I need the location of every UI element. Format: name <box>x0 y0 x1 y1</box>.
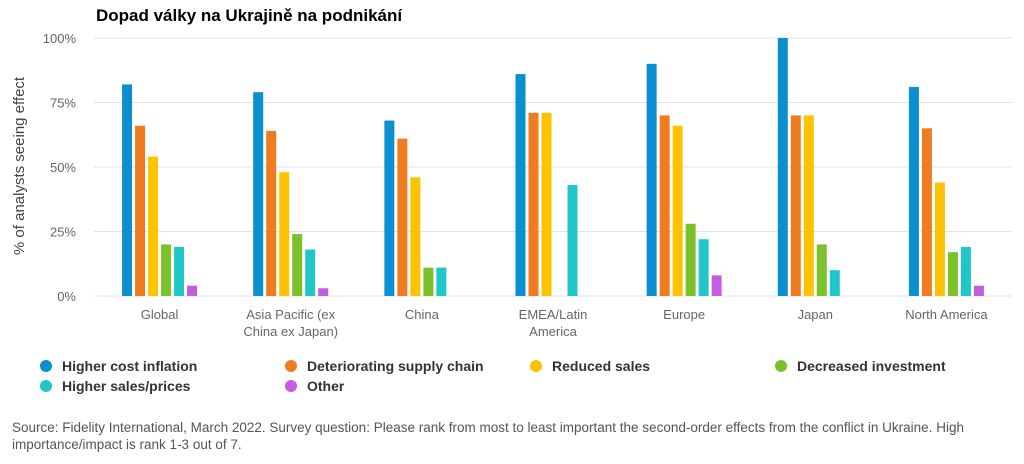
legend-label: Reduced sales <box>552 358 651 374</box>
legend-item: Deteriorating supply chain <box>285 358 484 374</box>
legend-swatch <box>775 360 787 372</box>
bar <box>659 115 670 297</box>
bar <box>161 244 172 296</box>
x-category-label: Japan <box>798 307 833 322</box>
bar <box>305 249 316 296</box>
bar <box>397 138 408 296</box>
x-category-label: Global <box>141 307 179 322</box>
bar <box>436 267 447 296</box>
bar <box>790 115 801 297</box>
bar <box>384 120 395 296</box>
bar <box>423 267 434 296</box>
legend-item: Reduced sales <box>530 358 650 374</box>
bar <box>279 172 290 296</box>
legend-label: Higher sales/prices <box>62 378 191 394</box>
chart-title: Dopad války na Ukrajině na podnikání <box>96 6 403 25</box>
bar <box>829 270 840 296</box>
bar <box>777 38 788 296</box>
bar <box>934 182 945 296</box>
bar <box>947 252 958 296</box>
bar <box>292 234 303 296</box>
y-tick-label: 25% <box>50 225 76 240</box>
legend-swatch <box>285 360 297 372</box>
bar <box>515 74 526 297</box>
x-category-label: North America <box>905 307 988 322</box>
bar <box>541 112 552 296</box>
legend-item: Other <box>285 378 344 394</box>
bar <box>122 84 133 296</box>
bar <box>253 92 264 297</box>
y-tick-label: 75% <box>50 96 76 111</box>
bar <box>528 112 539 296</box>
bar <box>960 246 971 296</box>
legend-label: Decreased investment <box>797 358 946 374</box>
legend-swatch <box>530 360 542 372</box>
bar <box>187 285 198 296</box>
bar <box>318 288 329 296</box>
x-category-label: EMEA/Latin America <box>519 307 588 339</box>
bar <box>973 285 984 296</box>
legend-label: Other <box>307 378 345 394</box>
bar <box>908 87 919 297</box>
source-note: Source: Fidelity International, March 20… <box>12 420 964 452</box>
bar <box>711 275 722 296</box>
bar <box>698 239 709 296</box>
legend-label: Deteriorating supply chain <box>307 358 484 374</box>
legend-swatch <box>40 360 52 372</box>
bar <box>685 223 696 296</box>
legend-item: Higher sales/prices <box>40 378 190 394</box>
y-axis-label: % of analysts seeing effect <box>11 76 28 255</box>
legend-item: Higher cost inflation <box>40 358 197 374</box>
y-tick-label: 50% <box>50 160 76 175</box>
bar <box>174 246 185 296</box>
bar <box>816 244 827 296</box>
bar <box>135 125 146 296</box>
bar <box>672 125 683 296</box>
bar <box>646 63 657 296</box>
legend-item: Decreased investment <box>775 358 946 374</box>
y-tick-label: 100% <box>43 31 77 46</box>
bar <box>148 156 159 296</box>
x-category-label: China <box>405 307 440 322</box>
bar <box>921 128 932 296</box>
bar <box>567 185 578 296</box>
x-category-label: Europe <box>663 307 705 322</box>
legend-swatch <box>285 380 297 392</box>
bar <box>410 177 421 296</box>
bar <box>266 130 277 296</box>
bar-chart: 0% 25% 50% 75% 100% Global Asia Pacific (ex Ch… <box>11 31 1012 339</box>
legend-label: Higher cost inflation <box>62 358 198 374</box>
legend: Higher cost inflation Deteriorating suppl… <box>40 358 1000 402</box>
x-category-label: Asia Pacific (ex China ex Japan) <box>243 307 338 339</box>
bar <box>803 115 814 297</box>
y-tick-label: 0% <box>57 289 76 304</box>
legend-swatch <box>40 380 52 392</box>
